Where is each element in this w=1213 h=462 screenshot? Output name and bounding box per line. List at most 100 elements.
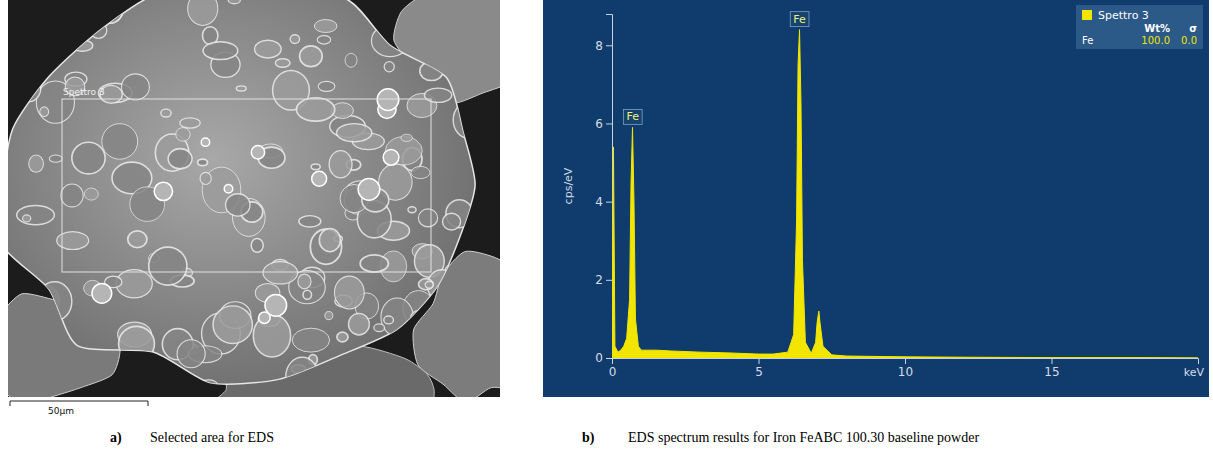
sem-feature: [411, 43, 433, 60]
panel-letter: b): [582, 430, 595, 446]
tick-mark: [606, 202, 612, 203]
sem-feature: [420, 62, 443, 81]
sem-feature: [177, 340, 205, 368]
sem-feature: [8, 316, 39, 335]
tick-label: 4: [595, 195, 603, 209]
sem-feature: [411, 166, 430, 178]
sem-feature: [384, 62, 394, 72]
sem-feature: [228, 0, 240, 4]
legend: Spettro 3Wt%σFe100.00.0: [1076, 5, 1203, 49]
sem-feature: [296, 98, 334, 121]
scale-bar-label: 50µm: [48, 406, 74, 416]
panel-caption: EDS spectrum results for Iron FeABC 100.…: [628, 430, 979, 445]
tick-label: 0: [595, 351, 603, 365]
sem-feature: [452, 25, 466, 32]
sem-feature: [379, 364, 415, 383]
sem-feature: [119, 326, 155, 361]
sem-feature: [286, 357, 319, 395]
sem-feature: [467, 76, 475, 81]
sem-feature: [72, 142, 105, 174]
sem-feature: [310, 229, 341, 264]
tick: 15: [1044, 358, 1059, 379]
sem-feature: [472, 11, 483, 19]
sem-feature: [329, 151, 352, 178]
sem-feature: [200, 172, 211, 184]
sem-feature: [18, 75, 41, 102]
sem-feature: [106, 7, 119, 18]
sem-feature: [57, 232, 89, 250]
sem-feature: [371, 25, 408, 57]
sem-feature: [318, 81, 335, 91]
sem-feature: [90, 22, 107, 38]
sem-feature: [425, 281, 433, 288]
sem-feature: [319, 229, 340, 252]
sem-feature: [78, 354, 102, 368]
scale-bar: [10, 401, 148, 406]
sem-feature: [360, 255, 388, 272]
sem-sphere: [154, 182, 172, 200]
panel-caption: Selected area for EDS: [150, 430, 274, 445]
legend-table-cell: 100.0: [1141, 35, 1170, 46]
sem-feature: [445, 265, 458, 275]
axis-line: [606, 15, 613, 359]
sem-feature: [53, 35, 62, 43]
sem-sphere: [358, 178, 380, 200]
sem-feature: [102, 124, 138, 160]
sem-feature: [442, 275, 468, 299]
sem-feature: [406, 313, 446, 359]
y-axis-title: cps/eV: [562, 167, 575, 204]
legend-swatch: [1082, 10, 1092, 20]
sem-feature: [8, 0, 38, 34]
tick-mark: [606, 123, 612, 124]
sem-feature: [226, 194, 250, 216]
sem-feature: [348, 313, 369, 335]
tick-mark: [1052, 358, 1053, 364]
sem-feature: [65, 352, 77, 364]
tick-mark: [606, 45, 612, 46]
sem-feature: [23, 215, 31, 222]
sem-feature: [37, 282, 71, 321]
sem-feature: [32, 50, 43, 56]
tick-label: 15: [1044, 365, 1059, 379]
sem-image: [8, 0, 500, 397]
sem-feature: [384, 316, 394, 324]
peak-label: Fe: [623, 109, 642, 124]
tick-mark: [905, 358, 906, 364]
sem-feature: [87, 362, 123, 394]
sem-feature: [311, 164, 320, 170]
sem-feature: [345, 53, 357, 67]
sem-feature: [9, 72, 37, 99]
legend-table-header: Wt%: [1144, 23, 1170, 34]
sem-feature: [408, 207, 416, 213]
sem-feature: [303, 290, 311, 299]
tick: 10: [898, 358, 913, 379]
sem-feature: [292, 328, 329, 352]
sem-feature: [203, 42, 238, 60]
peak-label-box: [790, 12, 809, 27]
sem-feature: [236, 86, 246, 91]
sem-feature: [467, 22, 488, 37]
tick: 6: [595, 117, 612, 131]
figure: Spettro 350µm05101502468keVcps/eVFeFeSpe…: [0, 0, 1213, 462]
sem-feature: [327, 365, 362, 397]
sem-feature: [44, 27, 75, 57]
sem-feature: [263, 262, 298, 284]
selection-label: Spettro 3: [63, 87, 105, 97]
sem-feature: [449, 269, 463, 277]
sem-feature: [275, 59, 290, 68]
sem-feature: [381, 298, 413, 336]
sem-feature: [415, 35, 433, 55]
legend-table-cell: Fe: [1082, 35, 1093, 46]
sem-feature: [201, 380, 218, 389]
selection-box: [62, 99, 431, 272]
x-axis: 051015: [609, 358, 1199, 379]
x-axis-title: keV: [1184, 366, 1205, 379]
sem-feature: [452, 8, 464, 22]
peak-label-box: [623, 109, 642, 124]
sem-feature: [409, 327, 445, 368]
sem-feature: [97, 0, 123, 23]
sem-feature: [290, 35, 299, 44]
peak-label-text: Fe: [626, 110, 639, 123]
legend-table-cell: 0.0: [1181, 35, 1197, 46]
sem-sphere: [383, 149, 399, 165]
